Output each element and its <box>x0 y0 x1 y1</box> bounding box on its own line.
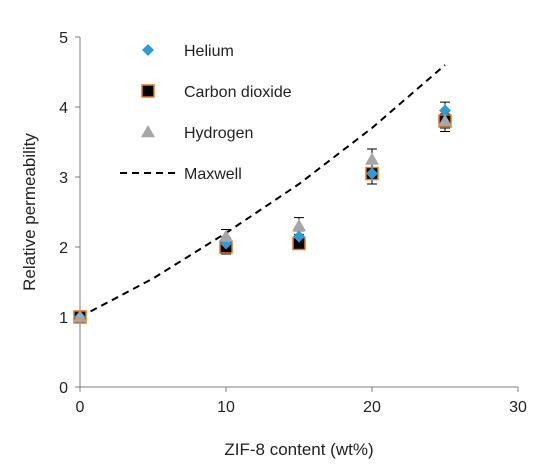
legend-helium-swatch <box>142 44 154 56</box>
x-tick-label: 20 <box>363 399 381 416</box>
hydrogen-point <box>73 310 87 323</box>
hydrogen-point <box>365 152 379 165</box>
y-tick-label: 0 <box>59 380 68 397</box>
legend-carbon-dioxide-label: Carbon dioxide <box>184 84 292 101</box>
hydrogen-point <box>219 229 233 242</box>
y-axis-title: Relative permeability <box>20 133 39 291</box>
y-tick-label: 4 <box>59 100 68 117</box>
legend-hydrogen-swatch <box>141 125 155 138</box>
x-axis-title: ZIF-8 content (wt%) <box>224 440 373 459</box>
helium-point <box>366 167 378 180</box>
x-tick-label: 10 <box>217 399 235 416</box>
legend-carbon-dioxide-swatch <box>141 84 155 98</box>
hydrogen-point <box>438 114 452 127</box>
legend: Helium Carbon dioxide Hydrogen Maxwell <box>120 43 292 183</box>
x-tick-label: 0 <box>76 399 85 416</box>
helium-point <box>439 104 451 117</box>
y-tick-label: 2 <box>59 240 68 257</box>
legend-maxwell-label: Maxwell <box>184 166 242 183</box>
maxwell-layer <box>79 64 446 318</box>
maxwell-line <box>79 64 446 318</box>
y-tick-label: 3 <box>59 170 68 187</box>
helium-point <box>293 230 305 243</box>
errorbar-layer <box>221 101 450 255</box>
hydrogen-point <box>292 219 306 232</box>
y-tick-label: 1 <box>59 310 68 327</box>
plot-area: 0 10 20 30 0 1 2 3 4 5 <box>59 30 527 416</box>
ticks: 0 10 20 30 0 1 2 3 4 5 <box>59 30 527 416</box>
marker-layer <box>73 104 452 324</box>
legend-hydrogen-label: Hydrogen <box>184 125 253 142</box>
legend-helium-label: Helium <box>184 43 234 60</box>
y-tick-label: 5 <box>59 30 68 47</box>
x-tick-label: 30 <box>509 399 527 416</box>
